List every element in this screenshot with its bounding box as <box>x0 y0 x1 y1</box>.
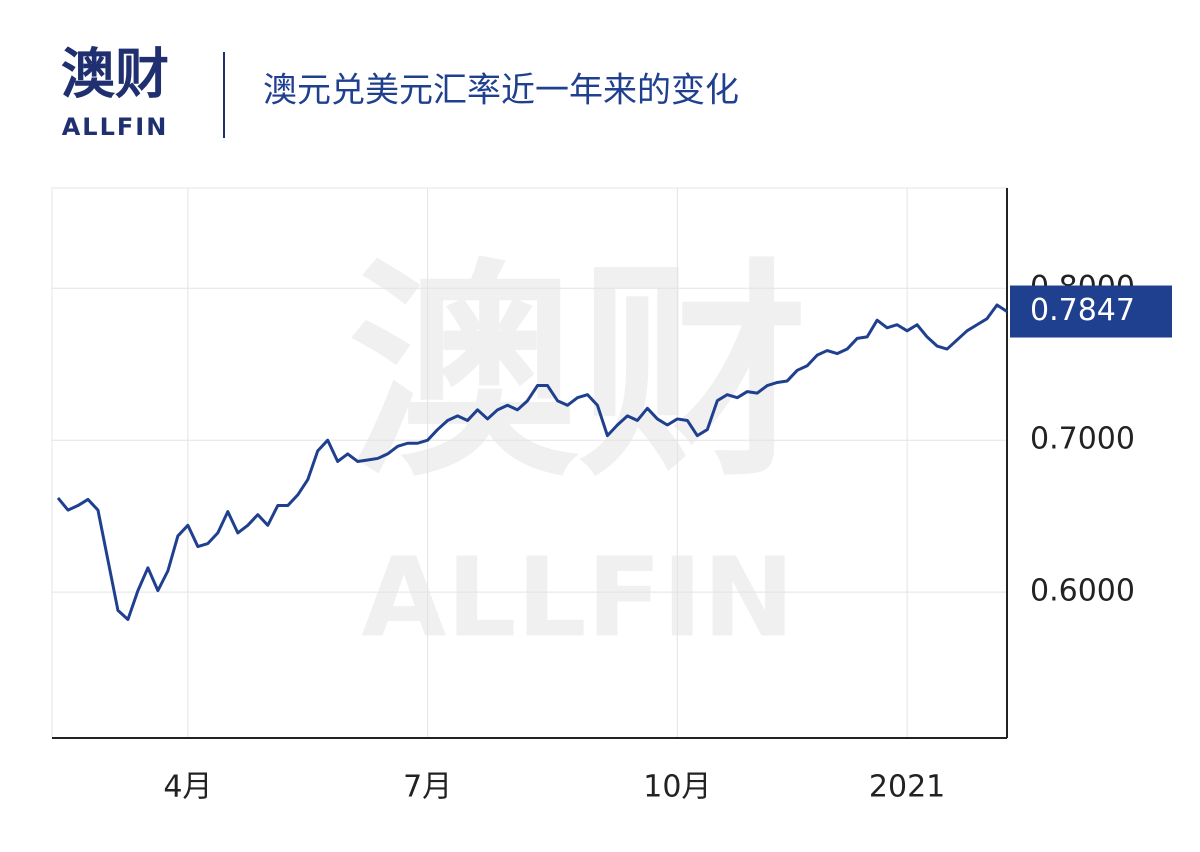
y-tick-label: 0.7000 <box>1030 422 1135 457</box>
x-tick-label: 2021 <box>869 770 945 805</box>
watermark: 澳财 <box>348 241 808 508</box>
line <box>56 303 1008 621</box>
x-tick-label: 7月 <box>403 770 452 805</box>
watermark-sub: ALLFIN <box>361 533 794 661</box>
logo: 澳财 <box>61 43 169 106</box>
y-tick-label: 0.6000 <box>1030 574 1135 609</box>
x-tick-label: 4月 <box>163 770 212 805</box>
logo-sub: ALLFIN <box>62 113 169 141</box>
last-value-label: 0.7847 <box>1030 293 1135 328</box>
x-tick-label: 10月 <box>643 770 711 805</box>
chart-title: 澳元兑美元汇率近一年来的变化 <box>263 71 739 111</box>
last-value-box <box>1010 285 1172 338</box>
